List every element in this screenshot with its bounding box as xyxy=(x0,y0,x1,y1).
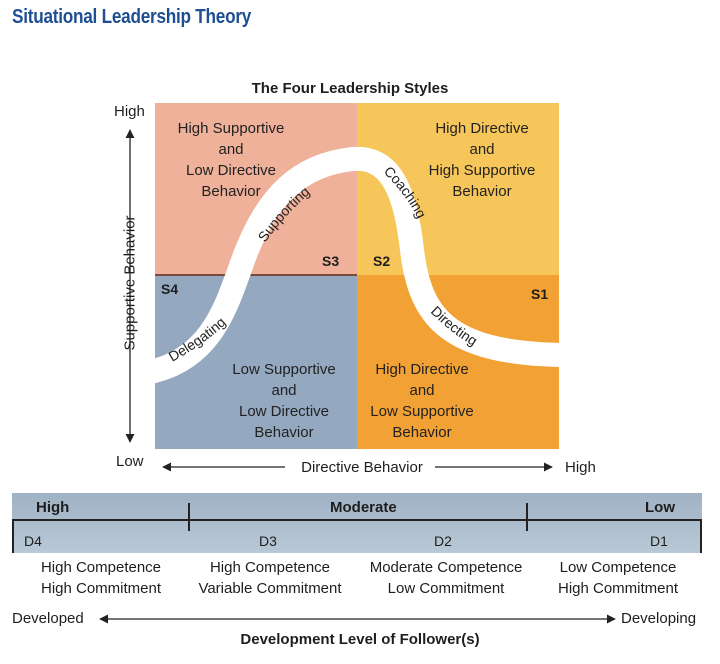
style-code-s2: S2 xyxy=(373,253,391,269)
band-header-moderate: Moderate xyxy=(330,499,397,516)
development-description-d2: Moderate Competence Low Commitment xyxy=(356,557,536,599)
quadrant-text-line: High Directive xyxy=(435,120,529,137)
level-d4: D4 xyxy=(24,533,42,549)
quadrant-text-line: Low Directive xyxy=(238,403,330,420)
developing-label: Developing xyxy=(621,610,697,627)
description-line: Moderate Competence xyxy=(369,559,523,576)
x-axis-high-label: High xyxy=(565,459,596,476)
description-line: High Competence xyxy=(40,559,162,576)
band-header-high: High xyxy=(36,499,70,516)
band-separator xyxy=(526,503,528,531)
quadrant-text-line: High Directive xyxy=(375,361,469,378)
level-d1: D1 xyxy=(650,533,668,549)
band-separator xyxy=(12,519,14,553)
level-d3: D3 xyxy=(259,533,277,549)
development-footer: Development Level of Follower(s) xyxy=(240,631,480,648)
style-code-s4: S4 xyxy=(161,281,179,297)
description-line: High Commitment xyxy=(557,580,679,597)
quadrant-text-line: Behavior xyxy=(452,183,512,200)
quadrant-text-line: Behavior xyxy=(254,424,314,441)
development-description-d3: High Competence Variable Commitment xyxy=(184,557,356,599)
band-rule xyxy=(12,519,702,521)
quadrant-text-line: and xyxy=(218,141,244,158)
y-axis-low-label: Low xyxy=(116,453,144,470)
quadrant-text-line: High Supportive xyxy=(428,162,536,179)
description-line: High Commitment xyxy=(40,580,162,597)
developed-label: Developed xyxy=(12,610,84,627)
quadrant-text-line: and xyxy=(271,382,297,399)
quadrant-text-line: and xyxy=(409,382,435,399)
band-separator xyxy=(188,503,190,531)
quadrant-text-line: High Supportive xyxy=(177,120,285,137)
band-header-low: Low xyxy=(645,499,675,516)
band-separator xyxy=(700,519,702,553)
y-axis-high-label: High xyxy=(114,103,145,120)
development-description-d4: High Competence High Commitment xyxy=(18,557,184,599)
description-line: High Competence xyxy=(209,559,331,576)
development-description-d1: Low Competence High Commitment xyxy=(540,557,696,599)
quadrant-text-line: Behavior xyxy=(392,424,452,441)
page-title: Situational Leadership Theory xyxy=(12,6,252,28)
description-line: Low Commitment xyxy=(387,580,505,597)
x-axis-label: Directive Behavior xyxy=(301,459,423,476)
quadrant-text-line: and xyxy=(469,141,495,158)
quadrant-text-line: Behavior xyxy=(201,183,261,200)
style-code-s1: S1 xyxy=(531,286,549,302)
style-code-s3: S3 xyxy=(322,253,340,269)
quadrant-text-line: Low Supportive xyxy=(370,403,474,420)
description-line: Low Competence xyxy=(559,559,677,576)
leadership-curve xyxy=(146,146,563,384)
quadrant-text-line: Low Supportive xyxy=(232,361,336,378)
quadrant-bottom-left: Low Supportive and Low Directive Behavio… xyxy=(212,359,356,443)
quadrant-top-left: High Supportive and Low Directive Behavi… xyxy=(155,118,307,202)
quadrant-bottom-right: High Directive and Low Supportive Behavi… xyxy=(359,359,485,443)
quadrant-text-line: Low Directive xyxy=(185,162,277,179)
development-level-band: High Moderate Low D4 D3 D2 D1 xyxy=(12,493,702,553)
y-axis-label: Supportive Behavior xyxy=(121,215,139,351)
description-line: Variable Commitment xyxy=(198,580,342,597)
quadrant-top-right: High Directive and High Supportive Behav… xyxy=(409,118,555,202)
level-d2: D2 xyxy=(434,533,452,549)
diagram-title: The Four Leadership Styles xyxy=(251,80,449,97)
